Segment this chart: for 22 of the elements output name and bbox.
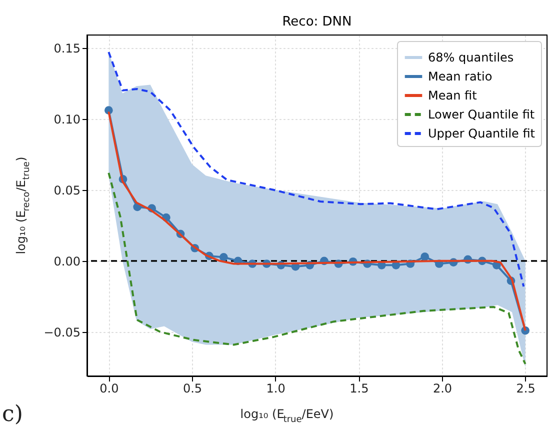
legend-label: Mean ratio (428, 70, 492, 84)
legend-label: Upper Quantile fit (428, 126, 536, 140)
x-tick-label: 0.5 (182, 382, 202, 396)
x-tick-label: 1.0 (266, 382, 286, 396)
y-tick-label: 0.15 (54, 41, 80, 56)
legend-label: 68% quantiles (428, 50, 514, 64)
line-series (108, 172, 526, 365)
legend-label: Lower Quantile fit (428, 108, 535, 122)
x-tick-label: 1.5 (350, 382, 369, 396)
y-axis-title: log₁₀ (Ereco/Etrue) (14, 156, 32, 254)
point (420, 252, 430, 261)
y-tick-label: −0.05 (44, 325, 80, 340)
y-tick-label: 0.00 (54, 254, 80, 268)
y-tick-label: 0.05 (54, 183, 80, 198)
text: c) (2, 402, 23, 427)
chart-title: Reco: DNN (282, 14, 352, 30)
point (219, 253, 228, 262)
legend-label: Mean fit (428, 88, 478, 102)
x-tick-label: 2.5 (516, 382, 536, 396)
y-tick-label: 0.10 (54, 112, 80, 126)
x-tick-label: 2.0 (432, 382, 452, 396)
x-tick-label: 0.0 (100, 382, 119, 396)
